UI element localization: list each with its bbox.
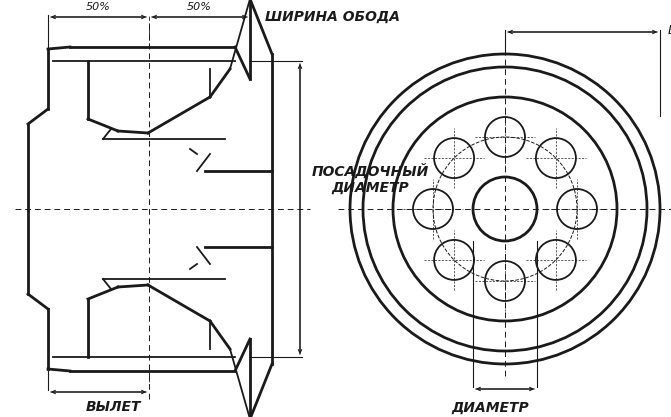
Text: ПОСАДОЧНЫЙ
ДИАМЕТР: ПОСАДОЧНЫЙ ДИАМЕТР: [312, 163, 429, 195]
Text: ШИРИНА ОБОДА: ШИРИНА ОБОДА: [265, 10, 400, 24]
Text: ВЫЛЕТ: ВЫЛЕТ: [86, 400, 142, 414]
Text: D1: D1: [668, 23, 671, 37]
Text: 50%: 50%: [187, 2, 212, 12]
Text: ДИАМЕТР
ЦЕНТРАЛЬНОГО
ОТВЕРСТИЯ: ДИАМЕТР ЦЕНТРАЛЬНОГО ОТВЕРСТИЯ: [425, 401, 556, 417]
Text: 50%: 50%: [86, 2, 111, 12]
